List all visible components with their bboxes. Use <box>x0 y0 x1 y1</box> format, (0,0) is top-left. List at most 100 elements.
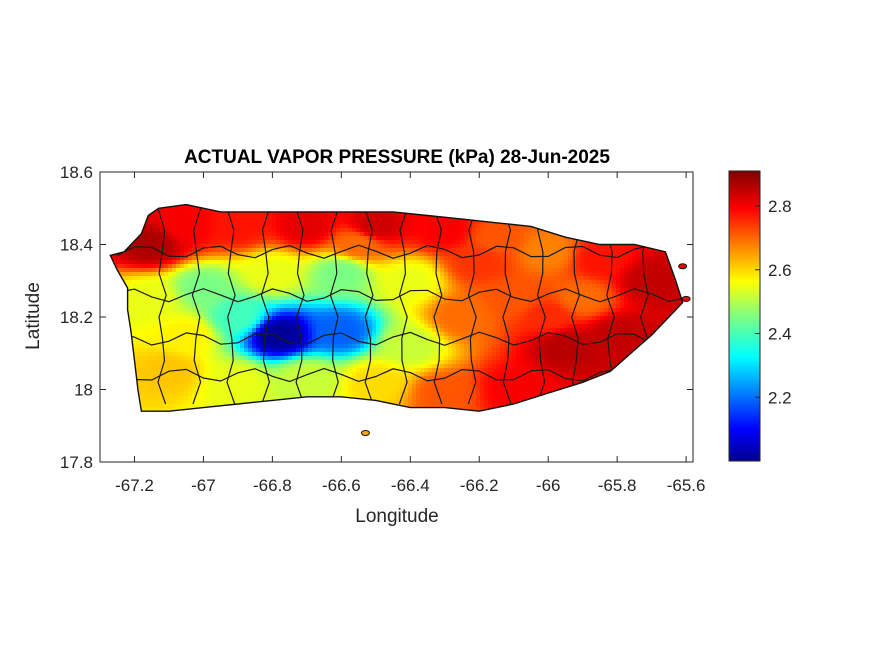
heat-cell <box>240 368 245 373</box>
heat-cell <box>216 224 221 229</box>
heat-cell <box>360 388 365 393</box>
heat-cell <box>372 284 377 289</box>
heat-cell <box>244 396 249 401</box>
heat-cell <box>256 364 261 369</box>
heat-cell <box>340 256 345 261</box>
heat-cell <box>312 324 317 329</box>
heat-cell <box>276 228 281 233</box>
heat-cell <box>220 348 225 353</box>
heat-cell <box>308 372 313 377</box>
heat-cell <box>204 352 209 357</box>
heat-cell <box>176 208 181 213</box>
heat-cell <box>372 236 377 241</box>
heat-cell <box>156 384 161 389</box>
heat-cell <box>244 392 249 397</box>
heat-cell <box>188 284 193 289</box>
heat-cell <box>168 276 173 281</box>
heat-cell <box>184 212 189 217</box>
heat-cell <box>272 220 277 225</box>
heat-cell <box>216 220 221 225</box>
heat-cell <box>164 376 169 381</box>
heat-cell <box>256 272 261 277</box>
heat-cell <box>148 280 153 285</box>
heat-cell <box>192 324 197 329</box>
heat-cell <box>168 364 173 369</box>
heat-cell <box>264 360 269 365</box>
heat-cell <box>296 388 301 393</box>
heat-cell <box>164 320 169 325</box>
heat-cell <box>164 372 169 377</box>
heat-cell <box>152 316 157 321</box>
heat-cell <box>304 356 309 361</box>
heat-cell <box>260 320 265 325</box>
heat-cell <box>272 244 277 249</box>
heat-cell <box>168 288 173 293</box>
heat-cell <box>196 404 201 409</box>
heat-cell <box>156 288 161 293</box>
heat-cell <box>256 296 261 301</box>
heat-cell <box>220 280 225 285</box>
heat-cell <box>152 276 157 281</box>
heat-cell <box>232 352 237 357</box>
heat-cell <box>180 356 185 361</box>
heat-cell <box>212 384 217 389</box>
heat-cell <box>364 308 369 313</box>
heat-cell <box>204 268 209 273</box>
heat-cell <box>248 236 253 241</box>
heat-cell <box>208 380 213 385</box>
heat-cell <box>200 404 205 409</box>
heat-cell <box>308 316 313 321</box>
heat-cell <box>328 380 333 385</box>
heat-cell <box>320 228 325 233</box>
heat-cell <box>312 216 317 221</box>
heat-cell <box>192 208 197 213</box>
heat-cell <box>256 372 261 377</box>
heat-cell <box>124 280 129 285</box>
heat-cell <box>352 356 357 361</box>
heat-cell <box>332 376 337 381</box>
heat-cell <box>260 232 265 237</box>
heat-cell <box>288 292 293 297</box>
heat-cell <box>292 280 297 285</box>
heat-cell <box>240 224 245 229</box>
heat-cell <box>348 232 353 237</box>
heat-cell <box>332 272 337 277</box>
heat-cell <box>316 260 321 265</box>
heat-cell <box>276 256 281 261</box>
heat-cell <box>232 348 237 353</box>
heat-cell <box>284 356 289 361</box>
heat-cell <box>156 404 161 409</box>
heat-cell <box>196 216 201 221</box>
heat-cell <box>164 364 169 369</box>
heat-cell <box>324 352 329 357</box>
heat-cell <box>212 352 217 357</box>
heat-cell <box>184 296 189 301</box>
heat-cell <box>320 348 325 353</box>
heat-cell <box>196 376 201 381</box>
heat-cell <box>268 268 273 273</box>
heat-cell <box>232 252 237 257</box>
heat-cell <box>208 364 213 369</box>
heat-cell <box>216 236 221 241</box>
heat-cell <box>160 328 165 333</box>
heat-cell <box>372 296 377 301</box>
heat-cell <box>272 356 277 361</box>
heat-cell <box>368 272 373 277</box>
heat-cell <box>152 312 157 317</box>
heat-cell <box>364 248 369 253</box>
heat-cell <box>356 336 361 341</box>
heat-cell <box>188 292 193 297</box>
heat-cell <box>276 320 281 325</box>
heat-cell <box>244 300 249 305</box>
heat-cell <box>148 232 153 237</box>
heat-cell <box>200 232 205 237</box>
heat-cell <box>348 328 353 333</box>
heat-cell <box>200 248 205 253</box>
heat-cell <box>212 236 217 241</box>
heat-cell <box>204 320 209 325</box>
heat-cell <box>324 344 329 349</box>
heat-cell <box>264 324 269 329</box>
heat-cell <box>144 380 149 385</box>
heat-cell <box>184 276 189 281</box>
heat-cell <box>180 208 185 213</box>
